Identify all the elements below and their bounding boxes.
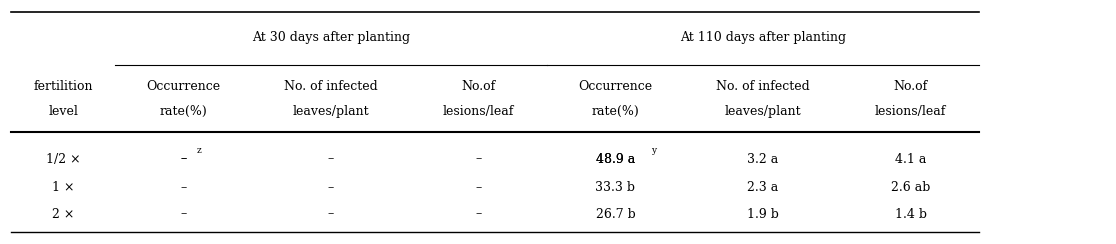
Text: –: – bbox=[475, 208, 482, 221]
Text: –: – bbox=[328, 152, 334, 166]
Text: Occurrence: Occurrence bbox=[578, 80, 653, 93]
Text: lesions/leaf: lesions/leaf bbox=[443, 105, 514, 118]
Text: –: – bbox=[181, 208, 186, 221]
Text: rate(%): rate(%) bbox=[160, 105, 208, 118]
Text: No.of: No.of bbox=[462, 80, 496, 93]
Text: 33.3 b: 33.3 b bbox=[596, 181, 635, 194]
Text: 1/2 ×: 1/2 × bbox=[46, 152, 80, 166]
Text: 1.4 b: 1.4 b bbox=[895, 208, 926, 221]
Text: –: – bbox=[475, 152, 482, 166]
Text: At 110 days after planting: At 110 days after planting bbox=[680, 30, 846, 44]
Text: leaves/plant: leaves/plant bbox=[292, 105, 369, 118]
Text: Occurrence: Occurrence bbox=[146, 80, 221, 93]
Text: –: – bbox=[181, 181, 186, 194]
Text: z: z bbox=[196, 146, 201, 155]
Text: –: – bbox=[328, 181, 334, 194]
Text: 4.1 a: 4.1 a bbox=[895, 152, 926, 166]
Text: leaves/plant: leaves/plant bbox=[724, 105, 801, 118]
Text: 3.2 a: 3.2 a bbox=[748, 152, 779, 166]
Text: –: – bbox=[181, 152, 186, 166]
Text: 2.3 a: 2.3 a bbox=[748, 181, 779, 194]
Text: –: – bbox=[475, 181, 482, 194]
Text: rate(%): rate(%) bbox=[591, 105, 639, 118]
Text: 1 ×: 1 × bbox=[51, 181, 75, 194]
Text: 1.9 b: 1.9 b bbox=[747, 208, 779, 221]
Text: 2 ×: 2 × bbox=[52, 208, 75, 221]
Text: 26.7 b: 26.7 b bbox=[596, 208, 635, 221]
Text: –: – bbox=[328, 208, 334, 221]
Text: –: – bbox=[181, 152, 186, 166]
Text: At 30 days after planting: At 30 days after planting bbox=[252, 30, 410, 44]
Text: y: y bbox=[652, 146, 656, 155]
Text: level: level bbox=[48, 105, 78, 118]
Text: No. of infected: No. of infected bbox=[285, 80, 378, 93]
Text: fertilition: fertilition bbox=[33, 80, 93, 93]
Text: 48.9 a: 48.9 a bbox=[596, 152, 635, 166]
Text: 48.9 a: 48.9 a bbox=[596, 152, 635, 166]
Text: No.of: No.of bbox=[894, 80, 927, 93]
Text: 2.6 ab: 2.6 ab bbox=[891, 181, 931, 194]
Text: No. of infected: No. of infected bbox=[716, 80, 810, 93]
Text: lesions/leaf: lesions/leaf bbox=[875, 105, 946, 118]
